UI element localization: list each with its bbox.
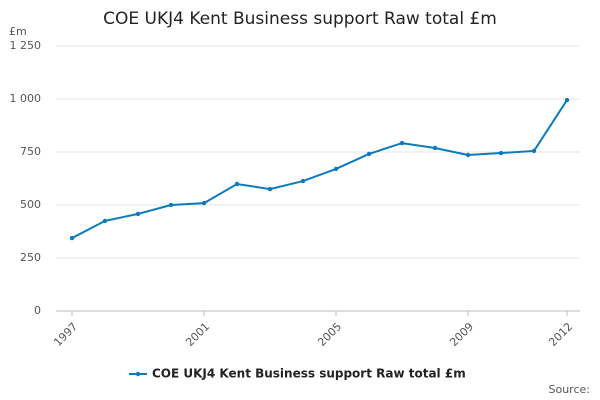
data-point	[465, 152, 471, 158]
data-point	[300, 178, 306, 184]
data-point	[201, 200, 207, 206]
data-point	[366, 151, 372, 157]
source-label: Source:	[549, 383, 591, 396]
data-point	[135, 211, 141, 217]
data-point	[69, 235, 75, 241]
data-point	[432, 145, 438, 151]
y-tick-label: 1 000	[10, 92, 42, 105]
data-point	[333, 166, 339, 172]
legend-label: COE UKJ4 Kent Business support Raw total…	[152, 367, 466, 381]
y-tick-label: 250	[20, 251, 41, 264]
data-point	[399, 140, 405, 146]
data-point	[102, 218, 108, 224]
x-tick-label: 2009	[447, 320, 476, 349]
data-point	[234, 181, 240, 187]
chart-title: COE UKJ4 Kent Business support Raw total…	[103, 9, 497, 29]
y-tick-label: 500	[20, 198, 41, 211]
y-tick-label: 750	[20, 145, 41, 158]
data-point	[267, 186, 273, 192]
x-tick-label: 2012	[546, 320, 575, 349]
legend-marker	[135, 371, 141, 377]
data-point	[498, 150, 504, 156]
series-line	[71, 99, 568, 239]
data-point	[168, 202, 174, 208]
data-point	[564, 97, 570, 103]
x-tick-label: 1997	[51, 320, 80, 349]
x-tick-label: 2001	[183, 320, 212, 349]
data-point	[531, 148, 537, 154]
y-tick-label: 1 250	[10, 39, 42, 52]
y-tick-label: 0	[34, 304, 41, 317]
y-unit: £m	[9, 25, 27, 38]
x-tick-label: 2005	[315, 320, 344, 349]
